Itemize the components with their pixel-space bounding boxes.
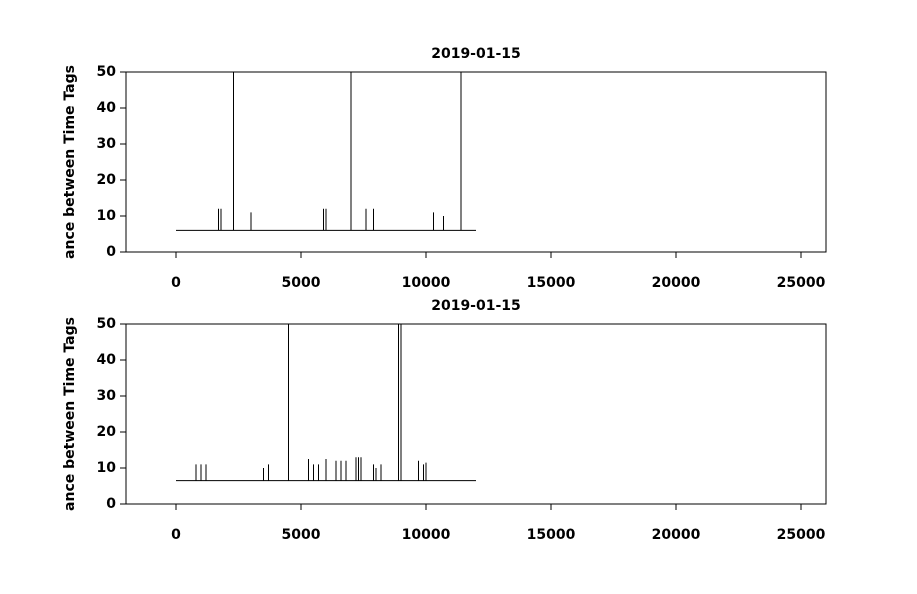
y-tick-label: 30	[97, 388, 117, 404]
axes-frame	[125, 323, 827, 505]
y-axis-label: ance between Time Tags	[62, 317, 78, 511]
x-tick-label: 5000	[282, 275, 321, 291]
y-tick-label: 20	[97, 424, 117, 440]
plot-area	[176, 72, 476, 231]
x-tick-label: 0	[171, 527, 181, 543]
x-tick-label: 5000	[282, 527, 321, 543]
y-tick-label: 40	[97, 100, 117, 116]
y-tick-label: 0	[106, 496, 116, 512]
x-tick-label: 20000	[652, 275, 701, 291]
y-axis-label: ance between Time Tags	[62, 65, 78, 259]
y-tick-label: 40	[97, 352, 117, 368]
chart-title: 2019-01-15	[431, 46, 521, 62]
x-tick-label: 0	[171, 275, 181, 291]
x-tick-label: 15000	[527, 275, 576, 291]
data-line	[176, 72, 476, 231]
x-tick-label: 10000	[402, 275, 451, 291]
axes-frame	[125, 71, 827, 253]
x-tick-label: 25000	[777, 527, 826, 543]
subplot: 2019-01-15 ance between Time Tags 0 10 20 30 4…	[62, 46, 827, 291]
y-tick-label: 0	[106, 244, 116, 260]
y-tick-label: 50	[97, 316, 117, 332]
x-tick-label: 10000	[402, 527, 451, 543]
chart-title: 2019-01-15	[431, 298, 521, 314]
x-tick-label: 15000	[527, 527, 576, 543]
y-tick-label: 10	[97, 208, 117, 224]
plot-area	[176, 324, 476, 482]
y-tick-label: 30	[97, 136, 117, 152]
subplot: 2019-01-15 ance between Time Tags 0 10 20 30 4…	[62, 298, 827, 543]
y-tick-label: 50	[97, 64, 117, 80]
x-tick-label: 20000	[652, 527, 701, 543]
y-tick-label: 20	[97, 172, 117, 188]
x-tick-label: 25000	[777, 275, 826, 291]
y-tick-label: 10	[97, 460, 117, 476]
data-line	[176, 324, 476, 482]
